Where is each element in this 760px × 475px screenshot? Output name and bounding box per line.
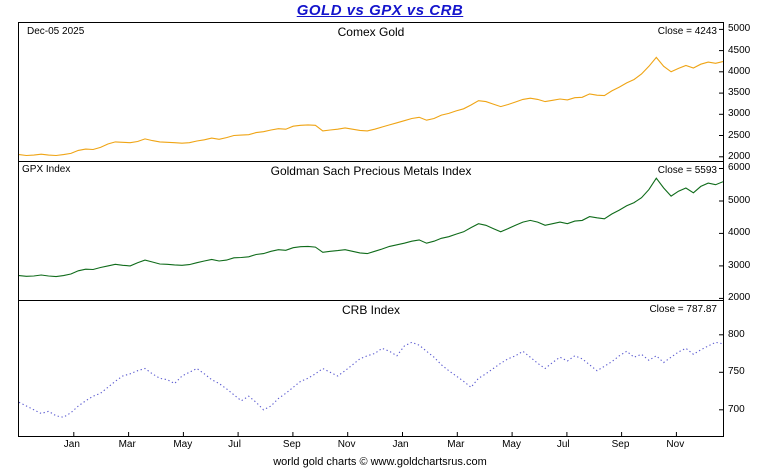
panel-crb-index: CRB Index Close = 787.87	[18, 300, 724, 437]
y-tick-label: 4000	[728, 227, 751, 239]
y-tick-label: 2500	[728, 129, 751, 141]
panel-title-crb-index: CRB Index	[341, 303, 401, 317]
date-label: Dec-05 2025	[27, 26, 85, 37]
x-tick-label: Sep	[611, 439, 630, 450]
panel-title-comex-gold: Comex Gold	[337, 25, 405, 39]
panel-comex-gold: Dec-05 2025 Comex Gold Close = 4243	[18, 22, 724, 162]
panel-gpx-index: GPX Index Goldman Sach Precious Metals I…	[18, 161, 724, 301]
x-tick-label: May	[173, 439, 193, 450]
y-tick-label: 4500	[728, 44, 751, 56]
y-tick-label: 5000	[728, 194, 751, 206]
y-tick-label: 3000	[728, 108, 751, 120]
close-value-comex-gold: Close = 4243	[657, 26, 717, 37]
x-tick-label: Mar	[447, 439, 465, 450]
crb-index-line-chart	[19, 334, 723, 436]
gpx-index-line-chart	[19, 168, 723, 299]
y-tick-label: 2000	[728, 292, 751, 304]
series-line	[19, 177, 723, 278]
x-tick-label: Mar	[118, 439, 136, 450]
y-tick-label: 5000	[728, 23, 751, 35]
y-tick-label: 3000	[728, 259, 751, 271]
close-value-gpx-index: Close = 5593	[657, 165, 717, 176]
x-axis-labels: Jan Mar May Jul Sep Nov Jan Mar May Jul Sep Nov	[18, 439, 724, 453]
x-tick-label: Jan	[63, 439, 80, 450]
close-value-crb-index: Close = 787.87	[649, 304, 717, 315]
y-tick-label: 700	[728, 403, 745, 415]
y-axis-labels: 2000 2500 3000 3500 4000 4500 5000 2000 3000 4000…	[726, 0, 760, 455]
x-tick-label: Jan	[392, 439, 409, 450]
x-tick-label: Jul	[228, 439, 241, 450]
x-tick-label: May	[502, 439, 521, 450]
y-tick-label: 3500	[728, 87, 751, 99]
y-tick-label: 800	[728, 328, 745, 340]
x-tick-label: Jul	[556, 439, 570, 450]
panel-title-gpx-index: Goldman Sach Precious Metals Index	[270, 164, 472, 178]
y-tick-label: 4000	[728, 65, 751, 77]
y-tick-label: 2000	[728, 150, 751, 162]
x-tick-label: Nov	[666, 439, 685, 450]
series-line	[19, 56, 723, 157]
y-tick-label: 750	[728, 366, 745, 378]
gpx-axis-label: GPX Index	[22, 164, 71, 175]
page-title: GOLD vs GPX vs CRB	[296, 2, 464, 19]
x-tick-label: Nov	[337, 439, 356, 450]
footer-credit: world gold charts © www.goldchartsrus.co…	[273, 456, 487, 468]
y-tick-label: 6000	[728, 162, 751, 174]
series-line	[19, 341, 723, 418]
comex-gold-line-chart	[19, 28, 723, 158]
x-tick-label: Sep	[282, 439, 301, 450]
